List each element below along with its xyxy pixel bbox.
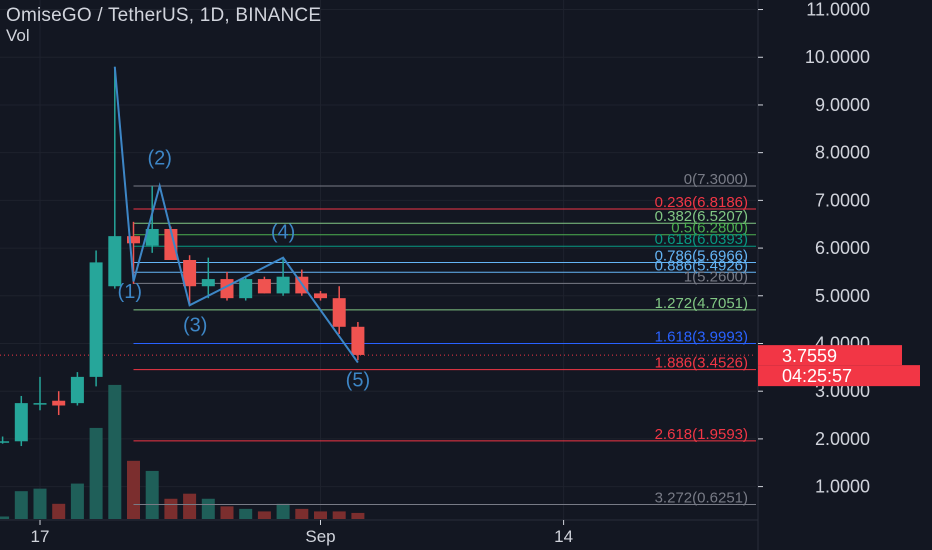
volume-bar <box>220 506 234 519</box>
price-tick-label: 10.0000 <box>805 47 870 67</box>
fib-level-label: 0.5(6.2800) <box>671 220 748 237</box>
volume-bar <box>276 503 290 519</box>
volume-bar <box>314 511 327 519</box>
candle-body <box>108 236 122 287</box>
bar-countdown: 04:25:57 <box>782 366 852 386</box>
candle-body <box>145 228 159 246</box>
price-tick-label: 1.0000 <box>815 477 870 497</box>
price-axis-panel <box>758 0 932 550</box>
countdown-tag <box>758 365 920 387</box>
elliott-wave-line <box>113 66 359 364</box>
fib-level-label: 1(5.2600) <box>684 268 748 285</box>
volume-bar <box>239 508 253 519</box>
volume-indicator-label[interactable]: Vol <box>6 26 30 45</box>
fib-level-label: 1.618(3.9993) <box>655 329 748 346</box>
time-tick-label: 14 <box>554 527 573 546</box>
candle-body <box>183 260 197 287</box>
volume-bar <box>127 460 140 519</box>
volume-bar <box>52 503 66 519</box>
price-tick-label: 5.0000 <box>815 286 870 306</box>
chart-title: OmiseGO / TetherUS, 1D, BINANCE <box>6 5 322 26</box>
fib-level-label: 0.786(5.6966) <box>655 248 748 265</box>
price-tick-label: 7.0000 <box>815 190 870 210</box>
candle-body <box>70 376 84 404</box>
candle-body <box>127 236 140 244</box>
candle-body <box>351 326 365 355</box>
fib-level-label: 0(7.3000) <box>684 171 748 188</box>
candle-body <box>239 279 253 299</box>
volume-bar <box>164 498 178 519</box>
volume-bar <box>14 491 28 519</box>
volume-bar <box>295 508 309 519</box>
price-tick-label: 2.0000 <box>815 429 870 449</box>
volume-bar <box>70 483 84 519</box>
fib-level-label: 1.886(3.4526) <box>655 355 748 372</box>
candle-body <box>33 403 47 405</box>
volume-bar <box>257 511 271 519</box>
last-price-value: 3.7559 <box>782 346 837 366</box>
candle-body <box>0 441 10 443</box>
fib-level-label: 0.886(5.4926) <box>655 257 748 274</box>
time-tick-label: Sep <box>305 527 335 546</box>
price-tick-label: 9.0000 <box>815 95 870 115</box>
candle-body <box>276 276 290 294</box>
price-tick-label: 3.0000 <box>815 381 870 401</box>
candle-body <box>332 298 346 327</box>
fib-level-label: 0.236(6.8186) <box>655 194 748 211</box>
candle-body <box>14 403 28 442</box>
wave-label: (3) <box>183 315 207 337</box>
candle-body <box>314 293 327 299</box>
price-tick-label: 6.0000 <box>815 238 870 258</box>
price-tick-label: 8.0000 <box>815 143 870 163</box>
last-price-tag <box>758 345 902 366</box>
volume-bar <box>108 384 122 519</box>
wave-label: (4) <box>271 222 295 244</box>
volume-bar <box>201 498 215 519</box>
volume-bar <box>351 512 365 519</box>
fib-level-label: 1.272(4.7051) <box>655 295 748 312</box>
candle-body <box>89 262 103 377</box>
candle-body <box>257 279 271 294</box>
volume-bar <box>33 488 47 519</box>
time-tick-label: 17 <box>31 527 50 546</box>
volume-bar <box>145 470 159 519</box>
wave-label: (1) <box>118 281 142 303</box>
fib-level-label: 2.618(1.9593) <box>655 426 748 443</box>
candle-body <box>52 400 66 406</box>
candle-body <box>201 279 215 287</box>
price-tick-label: 11.0000 <box>806 0 870 20</box>
wave-label: (2) <box>147 148 171 170</box>
volume-bar <box>89 427 103 519</box>
volume-bar <box>332 511 346 519</box>
fib-level-label: 0.382(6.5207) <box>655 208 748 225</box>
fib-level-label: 0.618(6.0393) <box>655 231 748 248</box>
volume-bar <box>0 516 10 519</box>
candle-body <box>164 228 178 260</box>
volume-bar <box>183 493 197 519</box>
wave-label: (5) <box>346 369 370 391</box>
fib-level-label: 3.272(0.6251) <box>655 489 748 506</box>
